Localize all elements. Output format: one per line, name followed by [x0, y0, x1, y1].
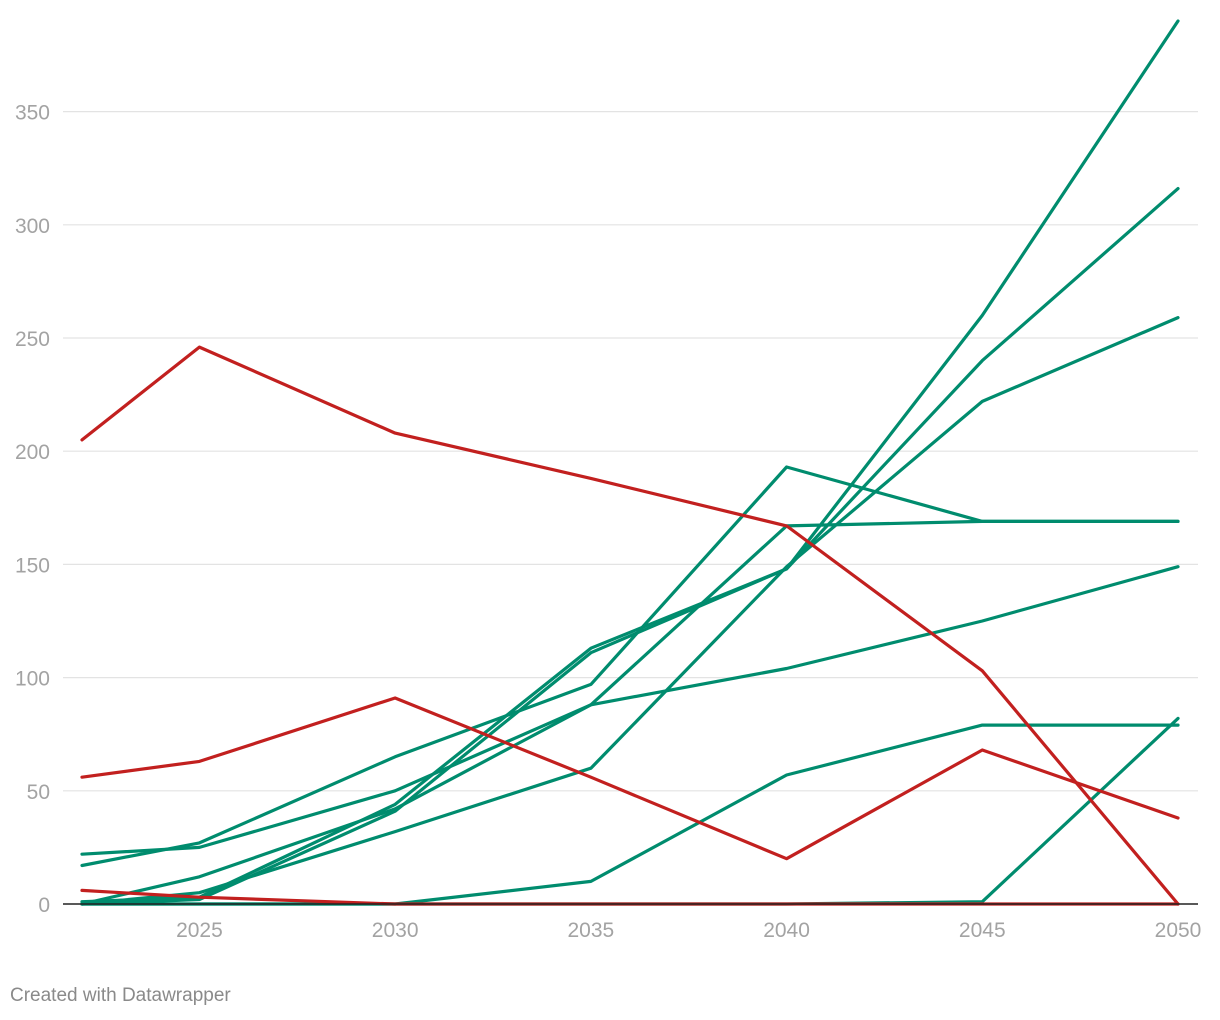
gridlines	[63, 110, 1198, 792]
series-line-9	[80, 345, 1180, 906]
datawrapper-credit: Created with Datawrapper	[10, 985, 231, 1006]
series-line-1	[80, 19, 1180, 906]
series-lines	[80, 19, 1180, 906]
series-line-10	[80, 696, 1180, 861]
series-line-11	[80, 888, 1180, 906]
x-tick-label-2025: 2025	[176, 919, 223, 942]
y-axis-tick-labels: 0 50 100 150 200 250 300 350	[15, 102, 50, 917]
series-line-3	[80, 316, 1180, 906]
x-tick-label-2035: 2035	[567, 919, 614, 942]
x-axis-tick-labels: 2025 2030 2035 2040 2045 2050	[176, 919, 1201, 942]
series-line-4	[80, 465, 1180, 868]
y-tick-label-250: 250	[15, 328, 50, 351]
y-tick-label-50: 50	[27, 781, 50, 804]
x-tick-label-2050: 2050	[1155, 919, 1202, 942]
y-tick-label-0: 0	[38, 894, 50, 917]
y-tick-label-350: 350	[15, 102, 50, 125]
y-tick-label-200: 200	[15, 441, 50, 464]
x-tick-label-2040: 2040	[763, 919, 810, 942]
y-tick-label-100: 100	[15, 668, 50, 691]
x-tick-label-2045: 2045	[959, 919, 1006, 942]
x-tick-label-2030: 2030	[372, 919, 419, 942]
y-tick-label-300: 300	[15, 215, 50, 238]
y-tick-label-150: 150	[15, 554, 50, 577]
series-line-6	[80, 519, 1180, 906]
